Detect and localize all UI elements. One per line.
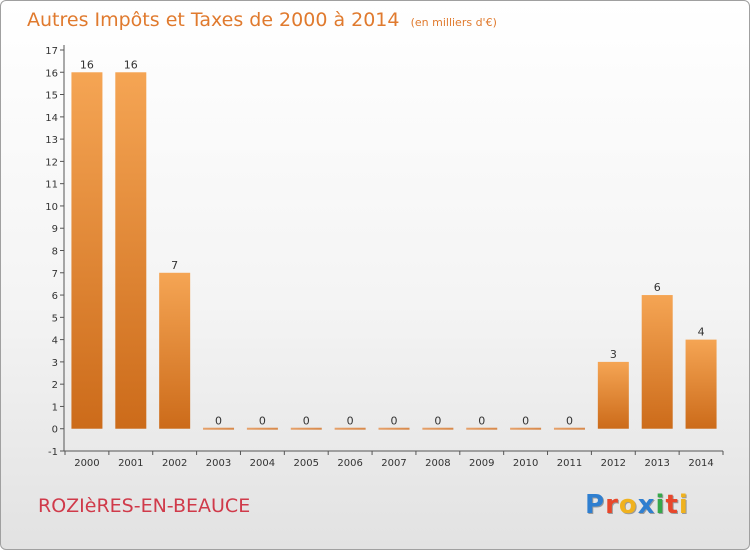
title-row: Autres Impôts et Taxes de 2000 à 2014 (e… <box>27 9 497 31</box>
y-tick-label: 11 <box>45 180 58 191</box>
logo-letter: P <box>585 490 606 520</box>
bar <box>510 427 542 430</box>
bar <box>422 427 454 430</box>
y-tick-label: 0 <box>52 425 58 436</box>
logo-letter: o <box>618 490 638 520</box>
x-tick-label: 2012 <box>601 458 626 469</box>
x-tick-label: 2000 <box>74 458 99 469</box>
y-tick-label: 10 <box>45 202 58 213</box>
commune-name: ROZIèRES-EN-BEAUCE <box>38 495 251 517</box>
y-tick-label: 3 <box>52 358 58 369</box>
proxiti-logo[interactable]: Proxiti <box>585 490 689 520</box>
bar <box>246 427 278 430</box>
logo-letter: r <box>605 490 619 520</box>
data-label: 16 <box>124 58 138 71</box>
bar <box>466 427 498 430</box>
x-tick-label: 2011 <box>557 458 582 469</box>
logo-letter: x <box>637 490 656 520</box>
data-label: 3 <box>610 348 617 361</box>
y-tick-label: 12 <box>45 157 58 168</box>
data-label: 0 <box>522 415 529 428</box>
bars-layer: 16 16 7 0 0 0 0 0 0 0 0 0 3 6 4 <box>71 58 717 430</box>
y-tick-label: 2 <box>52 380 58 391</box>
data-label: 0 <box>566 415 573 428</box>
y-tick-label: 14 <box>45 113 58 124</box>
bar <box>378 427 410 430</box>
y-tick-label: 5 <box>52 313 58 324</box>
bar <box>159 272 191 429</box>
y-tick-label: 15 <box>45 91 58 102</box>
x-tick-label: 2002 <box>162 458 187 469</box>
logo-letter: t <box>665 490 679 520</box>
x-tick-label: 2010 <box>513 458 538 469</box>
x-tick-label: 2005 <box>294 458 319 469</box>
bar <box>334 427 366 430</box>
data-label: 6 <box>654 281 661 294</box>
data-label: 0 <box>303 415 310 428</box>
y-tick-label: 7 <box>52 269 58 280</box>
y-tick-label: -1 <box>48 447 58 458</box>
bar <box>685 339 717 429</box>
x-tick-label: 2014 <box>688 458 713 469</box>
bar <box>641 295 673 429</box>
x-tick-label: 2013 <box>644 458 669 469</box>
data-label: 16 <box>80 58 94 71</box>
bar <box>597 361 629 429</box>
x-tick-label: 2008 <box>425 458 450 469</box>
data-label: 0 <box>347 415 354 428</box>
data-label: 0 <box>259 415 266 428</box>
data-label: 7 <box>171 259 178 272</box>
x-tick-label: 2004 <box>250 458 275 469</box>
x-tick-label: 2001 <box>118 458 143 469</box>
bar <box>203 427 235 430</box>
y-tick-label: 8 <box>52 247 58 258</box>
logo-letter: i <box>655 490 666 520</box>
y-tick-label: 9 <box>52 224 58 235</box>
y-tick-label: 13 <box>45 135 58 146</box>
x-tick-label: 2003 <box>206 458 231 469</box>
bar <box>553 427 585 430</box>
chart-title: Autres Impôts et Taxes de 2000 à 2014 <box>27 9 400 31</box>
data-label: 0 <box>478 415 485 428</box>
data-label: 0 <box>391 415 398 428</box>
x-tick-label: 2007 <box>381 458 406 469</box>
data-label: 0 <box>215 415 222 428</box>
chart-subtitle: (en milliers d'€) <box>410 16 497 29</box>
bar <box>290 427 322 430</box>
data-label: 0 <box>434 415 441 428</box>
bar <box>71 72 103 429</box>
y-tick-label: 1 <box>52 402 58 413</box>
x-tick-label: 2006 <box>337 458 362 469</box>
y-tick-label: 4 <box>52 336 58 347</box>
logo-letter: i <box>678 490 689 520</box>
y-tick-label: 6 <box>52 291 58 302</box>
bar <box>115 72 147 429</box>
y-tick-label: 17 <box>45 46 58 57</box>
x-tick-label: 2009 <box>469 458 494 469</box>
y-tick-label: 16 <box>45 68 58 79</box>
data-label: 4 <box>698 326 705 339</box>
